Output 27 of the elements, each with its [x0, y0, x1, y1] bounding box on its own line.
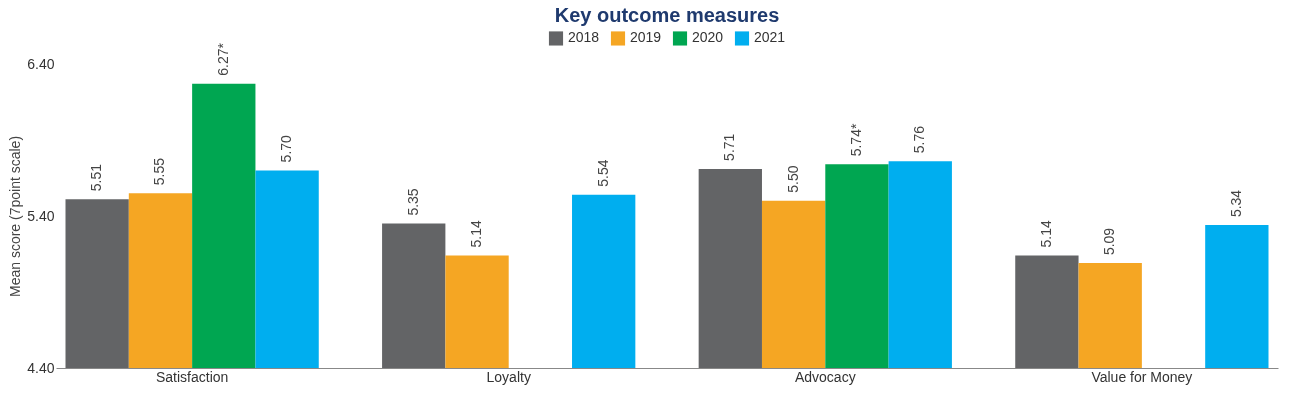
y-axis-title: Mean score (7point scale): [7, 135, 24, 298]
chart-title: Key outcome measures: [554, 4, 780, 26]
data-label: 5.51: [88, 163, 105, 192]
data-label: 5.71: [721, 133, 738, 161]
data-label: 5.14: [1037, 220, 1054, 248]
x-tick-label: Loyalty: [486, 368, 531, 385]
legend-label: 2019: [630, 29, 662, 46]
data-label: 5.09: [1101, 227, 1118, 256]
data-label: 5.50: [784, 165, 801, 193]
data-label: 5.14: [468, 220, 485, 248]
data-label: 5.76: [911, 125, 928, 154]
data-label: 5.74*: [847, 123, 864, 157]
y-tick-label: 6.40: [27, 55, 55, 72]
y-tick-label: 5.40: [27, 207, 55, 224]
data-label: 5.54: [594, 159, 611, 187]
data-label: 5.34: [1227, 189, 1244, 218]
legend-label: 2021: [754, 29, 786, 46]
data-label: 5.70: [278, 134, 295, 163]
data-label: 5.55: [151, 157, 168, 186]
x-tick-label: Satisfaction: [155, 368, 229, 385]
legend-label: 2020: [692, 29, 724, 46]
data-label: 5.35: [404, 188, 421, 216]
x-tick-label: Value for Money: [1091, 368, 1193, 385]
y-tick-label: 4.40: [27, 359, 55, 376]
x-tick-label: Advocacy: [794, 368, 856, 385]
data-label: 6.27*: [214, 42, 231, 76]
legend-label: 2018: [568, 29, 600, 46]
